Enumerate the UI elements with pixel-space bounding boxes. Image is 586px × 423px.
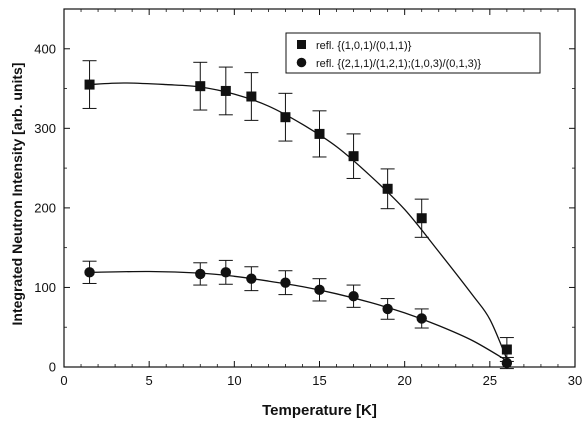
legend: refl. {(1,0,1)/(0,1,1)} refl. {(2,1,1)/(… — [285, 32, 541, 74]
legend-entry-label: refl. {(2,1,1)/(1,2,1);(1,0,3)/(0,1,3)} — [316, 58, 481, 70]
x-tick-label: 5 — [146, 373, 153, 388]
data-point-square — [382, 183, 393, 194]
data-point-square — [416, 213, 427, 224]
data-point-square — [84, 79, 95, 90]
y-tick-label: 300 — [34, 121, 56, 136]
data-point-square — [501, 344, 512, 355]
y-axis-label: Integrated Neutron Intensity [arb. units… — [9, 63, 25, 326]
data-point-square — [195, 81, 206, 92]
series-fit-line — [89, 270, 508, 362]
data-point-circle — [84, 267, 95, 278]
x-tick-label: 20 — [397, 373, 411, 388]
data-point-circle — [501, 357, 513, 369]
data-point-square — [246, 91, 257, 102]
x-tick-label: 10 — [227, 373, 241, 388]
data-point-circle — [314, 284, 325, 296]
y-tick-label: 400 — [34, 41, 56, 56]
legend-marker-square — [297, 40, 306, 49]
y-tick-label: 100 — [34, 280, 56, 295]
x-axis-label: Temperature [K] — [262, 402, 377, 419]
series-fit-line — [89, 82, 508, 360]
x-tick-label: 30 — [568, 373, 582, 388]
y-tick-label: 0 — [49, 360, 56, 375]
data-point-circle — [348, 290, 359, 302]
legend-box — [285, 32, 541, 74]
x-tick-label: 15 — [312, 373, 326, 388]
legend-entry-label: refl. {(1,0,1)/(0,1,1)} — [316, 40, 412, 52]
data-point-circle — [382, 303, 393, 315]
legend-marker-circle — [296, 57, 307, 68]
data-point-square — [314, 128, 325, 139]
y-tick-label: 200 — [34, 200, 56, 215]
data-point-square — [348, 151, 359, 162]
data-point-square — [220, 85, 231, 96]
data-point-circle — [220, 267, 232, 278]
x-tick-label: 0 — [60, 373, 67, 388]
data-point-circle — [246, 273, 257, 284]
x-tick-label: 25 — [483, 373, 497, 388]
data-point-circle — [195, 268, 206, 280]
data-point-circle — [280, 277, 291, 288]
plot-area — [82, 60, 514, 370]
data-point-circle — [416, 313, 427, 324]
data-point-square — [280, 112, 291, 123]
